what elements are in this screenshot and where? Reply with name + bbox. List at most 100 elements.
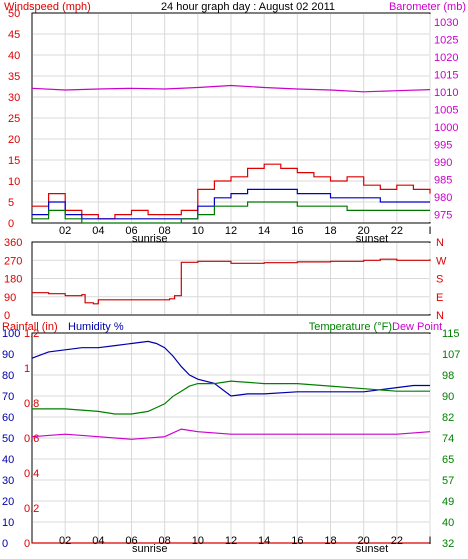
axis-tick-label: 20: [8, 134, 20, 146]
windspeed-average-line: [32, 188, 430, 220]
windspeed-axis-title: Windspeed (mph): [4, 1, 91, 13]
windspeed-low-line: [32, 201, 430, 224]
axis-tick-label: 20: [2, 496, 14, 508]
temperature-axis-title: Temperature (°F): [309, 321, 392, 333]
axis-tick-label: 1005: [434, 104, 458, 116]
barometer-ticks: 1030 1025 1020 1015 1010 1005 1000 995 990 985 980…: [434, 17, 458, 222]
temperature-line: [32, 380, 430, 415]
axis-tick-label: 990: [434, 157, 452, 169]
time-tick-label: 20: [358, 535, 370, 547]
axis-tick-label: 40: [442, 517, 454, 529]
axis-tick-label: 82: [442, 412, 454, 424]
axis-tick-label: 975: [434, 209, 452, 221]
time-tick-label: 04: [92, 535, 104, 547]
time-tick-label: 18: [324, 225, 336, 237]
time-tick-label: I: [428, 535, 431, 547]
humidity-line: [31, 340, 430, 397]
axis-tick-label: 25: [8, 113, 20, 125]
axis-tick-label: 100: [2, 328, 20, 340]
axis-tick-label: 0.8: [24, 398, 39, 410]
humidity-axis-title: Humidity %: [68, 321, 124, 333]
axis-tick-label: 0: [4, 310, 10, 322]
time-tick-label: 06: [125, 535, 137, 547]
axis-tick-label: 80: [2, 370, 14, 382]
axis-tick-label: 70: [2, 391, 14, 403]
axis-tick-label: 107: [442, 349, 460, 361]
axis-tick-label: 45: [8, 29, 20, 41]
axis-tick-label: 270: [4, 255, 22, 267]
axis-tick-label: 74: [442, 433, 454, 445]
axis-tick-label: 35: [8, 71, 20, 83]
chart-title: 24 hour graph day : August 02 2011: [161, 1, 335, 13]
windspeed-gust-line: [32, 163, 431, 220]
axis-tick-label: 98: [442, 370, 454, 382]
direction-panel-series: [32, 258, 431, 305]
sunset-label-bottom: sunset: [356, 543, 388, 555]
axis-tick-label: 0.6: [24, 433, 39, 445]
axis-tick-label: 90: [2, 349, 14, 361]
direction-panel-grid: [33, 243, 431, 314]
time-tick-label: 02: [59, 535, 71, 547]
rainfall-axis-title: Rainfall (in): [2, 321, 58, 333]
axis-tick-label: 1015: [434, 69, 458, 81]
humidity-time-ticks: 02 04 06 08 10 12 14 16 18 20 22 I: [59, 535, 431, 547]
wind-direction-line: [32, 258, 431, 305]
axis-tick-label: 1030: [434, 17, 458, 29]
time-tick-label: 12: [225, 225, 237, 237]
axis-tick-label: 30: [2, 475, 14, 487]
axis-tick-label: 1000: [434, 122, 458, 134]
axis-tick-label: 90: [442, 391, 454, 403]
axis-tick-label: 980: [434, 192, 452, 204]
time-tick-label: I: [428, 225, 431, 237]
axis-tick-label: 60: [2, 412, 14, 424]
temperature-ticks: 115 107 98 90 82 74 65 57 49 40 32: [442, 328, 460, 550]
time-tick-label: 22: [391, 225, 403, 237]
time-tick-label: 20: [358, 225, 370, 237]
barometer-line: [31, 84, 431, 93]
axis-tick-label: 49: [442, 496, 454, 508]
axis-tick-label: N: [436, 310, 444, 322]
axis-tick-label: 10: [8, 176, 20, 188]
axis-tick-label: E: [436, 292, 443, 304]
axis-tick-label: 40: [2, 454, 14, 466]
axis-tick-label: 0: [2, 538, 8, 550]
axis-tick-label: 65: [442, 454, 454, 466]
axis-tick-label: 57: [442, 475, 454, 487]
time-tick-label: 06: [125, 225, 137, 237]
axis-tick-label: 90: [4, 292, 16, 304]
time-tick-label: 14: [258, 225, 270, 237]
axis-tick-label: 32: [442, 538, 454, 550]
axis-tick-label: S: [436, 274, 443, 286]
sunrise-label-bottom: sunrise: [132, 543, 167, 555]
axis-tick-label: 0.2: [24, 503, 39, 515]
axis-tick-label: 40: [8, 50, 20, 62]
time-tick-label: 16: [291, 225, 303, 237]
time-tick-label: 14: [258, 535, 270, 547]
time-tick-label: 08: [159, 225, 171, 237]
axis-tick-label: 15: [8, 155, 20, 167]
humidity-panel-grid: [33, 334, 431, 542]
axis-tick-label: 1.2: [24, 328, 39, 340]
axis-tick-label: 0: [8, 218, 14, 230]
direction-degree-ticks: 360 270 180 90 0: [4, 237, 22, 322]
axis-tick-label: 0.4: [24, 468, 39, 480]
time-tick-label: 22: [391, 535, 403, 547]
axis-tick-label: 50: [2, 433, 14, 445]
time-tick-label: 10: [192, 225, 204, 237]
time-tick-label: 18: [324, 535, 336, 547]
barometer-axis-title: Barometer (mb): [389, 1, 466, 13]
axis-tick-label: 995: [434, 139, 452, 151]
time-tick-label: 08: [159, 535, 171, 547]
axis-tick-label: 0: [24, 538, 30, 550]
axis-tick-label: 1025: [434, 34, 458, 46]
wind-panel-grid: [33, 14, 431, 222]
time-tick-label: 04: [92, 225, 104, 237]
axis-tick-label: 985: [434, 174, 452, 186]
dewpoint-line: [31, 428, 431, 440]
time-tick-label: 10: [192, 535, 204, 547]
